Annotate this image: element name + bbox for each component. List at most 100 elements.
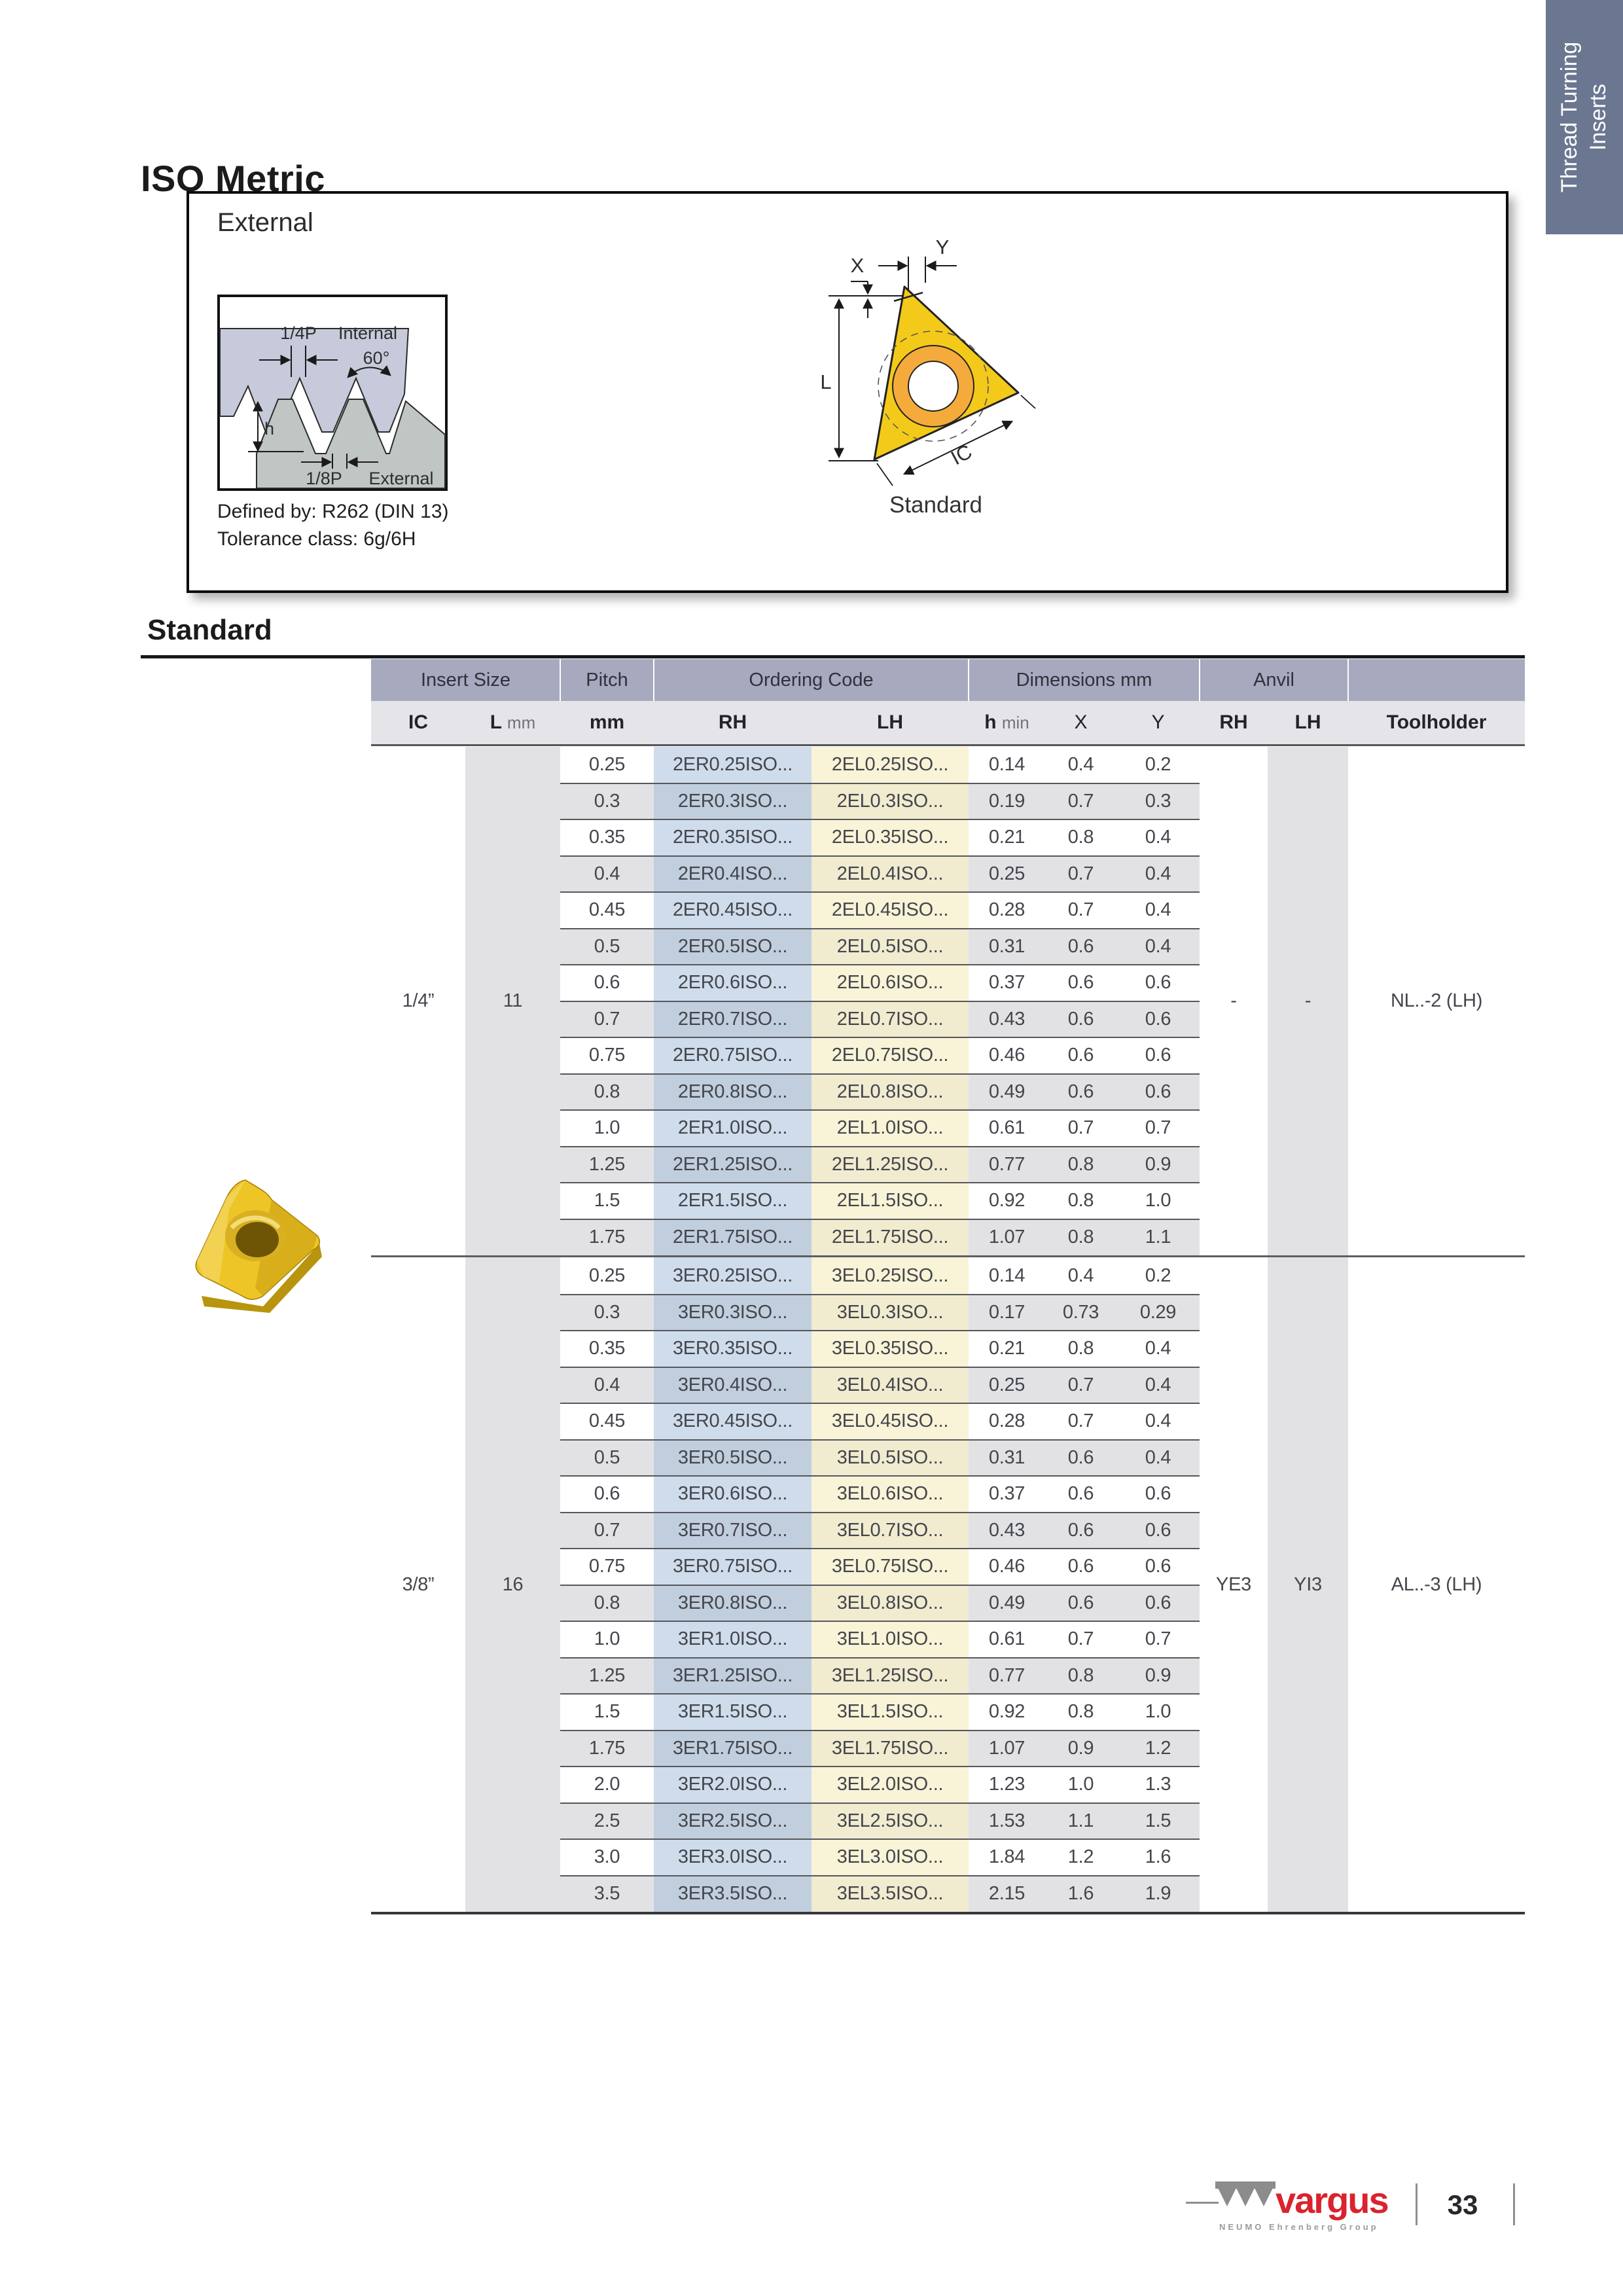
cell-dim-y: 1.9 (1145, 1882, 1171, 1904)
cell-code-rh: 3ER0.75ISO... (672, 1556, 793, 1577)
label-quarter-pitch: 1/4P (280, 323, 317, 343)
header-h-unit: min (1001, 713, 1029, 732)
row-separator (560, 1000, 1200, 1002)
cell-dim-h: 0.43 (988, 1519, 1026, 1541)
cell-code-lh: 2EL0.35ISO... (831, 827, 949, 848)
row-separator (560, 1073, 1200, 1075)
row-separator (560, 1657, 1200, 1659)
cell-dim-h: 0.46 (988, 1045, 1026, 1066)
header-pitch-mm: mm (589, 711, 625, 733)
group-arh-label: - (1230, 990, 1237, 1011)
cell-dim-y: 1.1 (1145, 1226, 1171, 1247)
cell-pitch: 0.5 (594, 1446, 620, 1468)
cell-code-lh: 3EL2.5ISO... (836, 1810, 944, 1831)
cell-dim-h: 0.28 (988, 899, 1026, 920)
group-tl-label: AL..-3 (LH) (1391, 1573, 1482, 1595)
cell-dim-x: 0.6 (1067, 972, 1094, 993)
cell-code-lh: 3EL0.6ISO... (836, 1483, 944, 1504)
cell-code-lh: 3EL3.0ISO... (836, 1846, 944, 1867)
cell-pitch: 3.5 (594, 1882, 620, 1904)
cell-code-rh: 2ER0.25ISO... (672, 754, 793, 775)
cell-code-rh: 3ER0.5ISO... (677, 1446, 788, 1468)
cell-pitch: 0.8 (594, 1081, 620, 1102)
cell-pitch: 3.0 (594, 1846, 620, 1867)
cell-code-lh: 3EL0.3ISO... (836, 1301, 944, 1323)
row-separator (560, 1218, 1200, 1220)
cell-pitch: 0.35 (588, 1338, 626, 1359)
cell-dim-h: 0.49 (988, 1081, 1026, 1102)
col-lh-strip (812, 747, 969, 1912)
cell-dim-x: 0.8 (1067, 827, 1094, 848)
row-separator (560, 1439, 1200, 1441)
cell-dim-h: 0.31 (988, 935, 1026, 957)
cell-pitch: 0.45 (588, 1410, 626, 1431)
cell-code-rh: 3ER0.4ISO... (677, 1374, 788, 1395)
cell-code-rh: 3ER2.0ISO... (677, 1774, 788, 1795)
cell-dim-y: 0.6 (1145, 1008, 1171, 1030)
label-external: External (368, 469, 433, 488)
row-separator (560, 1475, 1200, 1477)
cell-code-lh: 3EL1.5ISO... (836, 1701, 944, 1722)
row-separator (560, 891, 1200, 893)
cell-code-lh: 2EL0.3ISO... (836, 790, 944, 812)
cell-dim-y: 1.6 (1145, 1846, 1171, 1867)
cell-dim-h: 0.92 (988, 1701, 1026, 1722)
cell-code-lh: 3EL2.0ISO... (836, 1774, 944, 1795)
label-y: Y (936, 236, 950, 259)
section-rule (141, 655, 1525, 658)
cell-dim-x: 0.8 (1067, 1226, 1094, 1247)
cell-dim-y: 0.4 (1145, 1374, 1171, 1395)
logo-subtext: NEUMO Ehrenberg Group (1219, 2222, 1379, 2232)
cell-code-rh: 3ER0.35ISO... (672, 1338, 793, 1359)
cell-code-rh: 3ER0.3ISO... (677, 1301, 788, 1323)
cell-dim-h: 0.77 (988, 1664, 1026, 1686)
cell-dim-x: 0.7 (1067, 863, 1094, 884)
logo-zigzag-icon (1215, 2181, 1275, 2206)
cell-pitch: 0.4 (594, 863, 620, 884)
row-separator (560, 1839, 1200, 1840)
cell-dim-h: 0.17 (988, 1301, 1026, 1323)
cell-dim-x: 0.7 (1067, 899, 1094, 920)
row-separator (560, 964, 1200, 965)
header-anvil: Anvil (1253, 670, 1294, 691)
header-rh: RH (718, 711, 747, 733)
cell-code-lh: 3EL1.75ISO... (831, 1737, 949, 1759)
cell-code-rh: 2ER1.5ISO... (677, 1190, 788, 1211)
cell-pitch: 1.75 (588, 1737, 626, 1759)
cell-dim-h: 0.21 (988, 827, 1026, 848)
group-ic-label: 1/4” (402, 990, 435, 1011)
row-separator (560, 1548, 1200, 1549)
cell-code-lh: 3EL1.25ISO... (831, 1664, 949, 1686)
cell-dim-x: 0.7 (1067, 1410, 1094, 1431)
cell-dim-h: 0.31 (988, 1446, 1026, 1468)
cell-dim-x: 0.8 (1067, 1190, 1094, 1211)
insert-dashed-circle (878, 331, 989, 442)
cell-dim-y: 0.6 (1145, 1519, 1171, 1541)
external-thread-shape (256, 399, 446, 489)
cell-dim-x: 0.7 (1067, 1374, 1094, 1395)
cell-code-rh: 3ER0.45ISO... (672, 1410, 793, 1431)
cell-pitch: 1.75 (588, 1226, 626, 1247)
cell-code-lh: 3EL0.35ISO... (831, 1338, 949, 1359)
cell-dim-y: 1.2 (1145, 1737, 1171, 1759)
group-arh-label: YE3 (1216, 1573, 1251, 1595)
cell-dim-y: 0.6 (1145, 1592, 1171, 1613)
cell-pitch: 0.4 (594, 1374, 620, 1395)
cell-dim-y: 0.9 (1145, 1153, 1171, 1175)
cell-dim-y: 0.4 (1145, 827, 1171, 848)
cell-code-rh: 3ER0.25ISO... (672, 1265, 793, 1286)
cell-pitch: 1.5 (594, 1701, 620, 1722)
header-separator (653, 659, 654, 701)
header-h: h (984, 711, 997, 733)
cell-pitch: 0.5 (594, 935, 620, 957)
cell-pitch: 0.7 (594, 1519, 620, 1541)
cell-dim-x: 0.6 (1067, 1045, 1094, 1066)
cell-dim-x: 0.6 (1067, 1081, 1094, 1102)
side-tab-thread-turning-inserts[interactable]: Thread Turning Inserts (1546, 0, 1623, 234)
cell-code-rh: 2ER0.45ISO... (672, 899, 793, 920)
cell-code-lh: 2EL1.25ISO... (831, 1153, 949, 1175)
cell-pitch: 0.75 (588, 1556, 626, 1577)
col-l-strip (465, 747, 560, 1912)
cell-pitch: 1.0 (594, 1628, 620, 1649)
